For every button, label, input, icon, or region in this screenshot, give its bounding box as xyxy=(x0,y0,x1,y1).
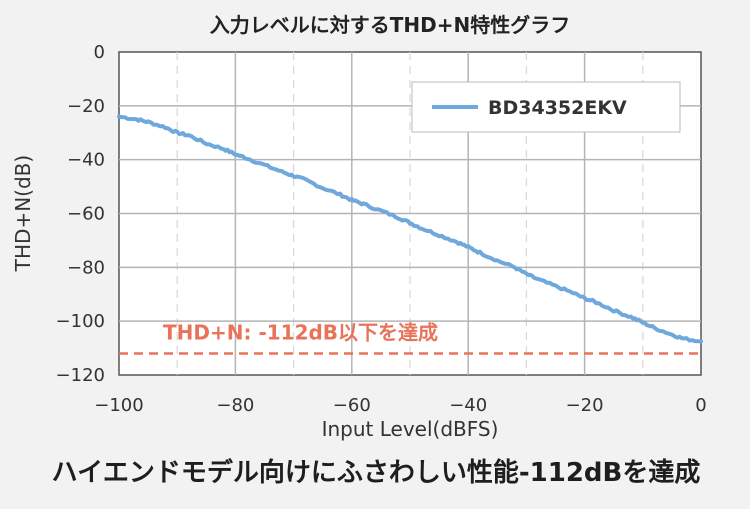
x-tick-label: −60 xyxy=(333,395,371,416)
series-line-bd34352ekv xyxy=(117,114,703,344)
chart-title: 入力レベルに対するTHD+N特性グラフ xyxy=(210,13,570,37)
x-axis-ticks: −100 −80 −60 −40 −20 0 xyxy=(94,395,706,416)
y-tick-label: −80 xyxy=(67,257,105,278)
y-tick-label: −120 xyxy=(56,365,105,386)
y-tick-label: −60 xyxy=(67,204,105,225)
y-tick-label: −40 xyxy=(67,150,105,171)
annotation-layer: THD+N: -112dB以下を達成 xyxy=(119,320,701,355)
x-tick-label: −100 xyxy=(94,395,143,416)
x-tick-label: 0 xyxy=(695,395,706,416)
series-layer xyxy=(117,114,703,344)
x-axis-title: Input Level(dBFS) xyxy=(322,417,499,441)
x-tick-label: −20 xyxy=(566,395,604,416)
x-tick-label: −80 xyxy=(216,395,254,416)
y-tick-label: 0 xyxy=(94,42,105,63)
caption-text: ハイエンドモデル向けにふさわしい性能-112dBを達成 xyxy=(52,457,701,488)
legend-label-bd34352ekv: BD34352EKV xyxy=(488,97,627,119)
y-tick-label: −100 xyxy=(56,311,105,332)
x-tick-label: −40 xyxy=(449,395,487,416)
y-tick-label: −20 xyxy=(67,96,105,117)
y-axis-title: THD+N(dB) xyxy=(11,155,35,272)
threshold-label: THD+N: -112dB以下を達成 xyxy=(163,320,438,344)
legend: BD34352EKV xyxy=(411,81,681,133)
y-axis-ticks: 0 −20 −40 −60 −80 −100 −120 xyxy=(56,42,105,386)
